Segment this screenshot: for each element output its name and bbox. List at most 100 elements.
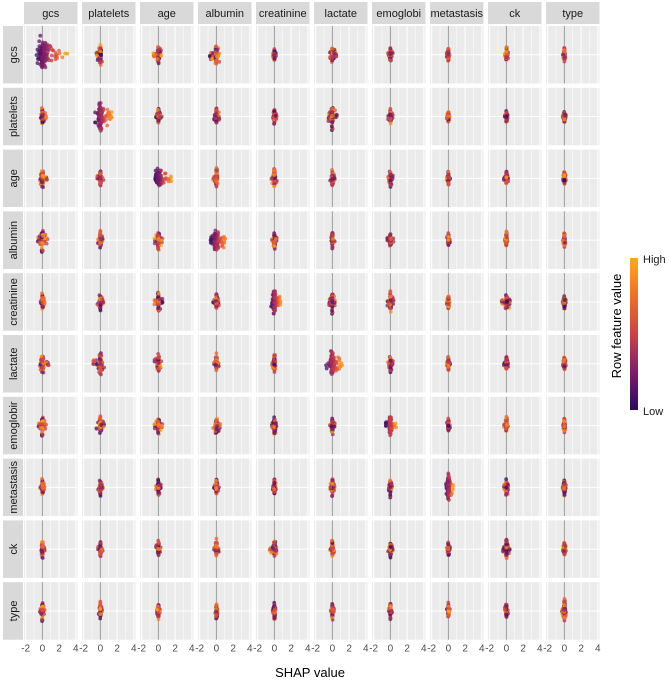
data-point xyxy=(109,115,114,120)
data-point xyxy=(222,234,226,239)
cell-points-gcs-age xyxy=(151,45,164,66)
data-point xyxy=(43,65,48,70)
data-point xyxy=(97,123,102,128)
data-point xyxy=(156,291,161,296)
data-point xyxy=(330,47,335,51)
data-point xyxy=(272,173,276,177)
cell-points-gcs-type xyxy=(560,46,568,64)
data-point xyxy=(51,48,55,53)
data-point xyxy=(156,180,160,185)
cell-points-platelets-gcs xyxy=(38,106,49,126)
data-point xyxy=(562,304,567,309)
data-point xyxy=(214,109,219,114)
data-point xyxy=(446,110,451,115)
data-point xyxy=(562,297,567,302)
data-point xyxy=(330,167,334,172)
data-point xyxy=(215,54,220,59)
data-point xyxy=(98,242,102,246)
data-point xyxy=(40,42,45,47)
data-point xyxy=(446,51,451,56)
column-strip-ck xyxy=(488,2,542,24)
data-point xyxy=(273,296,277,301)
data-point xyxy=(39,106,44,110)
cell-points-gcs-albumin xyxy=(207,44,222,66)
data-point xyxy=(274,236,278,241)
data-point xyxy=(504,230,509,235)
data-point xyxy=(505,295,510,299)
data-point xyxy=(214,176,219,181)
data-point xyxy=(562,174,567,178)
data-point xyxy=(214,242,219,247)
data-point xyxy=(156,233,160,238)
data-point xyxy=(159,168,163,173)
data-point xyxy=(40,55,45,60)
data-point xyxy=(98,113,103,118)
data-point xyxy=(446,238,451,243)
data-point xyxy=(388,58,392,62)
data-point xyxy=(330,113,335,118)
column-strip-type xyxy=(546,2,600,24)
data-point xyxy=(93,120,97,125)
data-point xyxy=(91,359,96,364)
data-point xyxy=(40,120,45,125)
data-point xyxy=(98,352,103,357)
row-strip-type xyxy=(3,582,23,640)
data-point xyxy=(57,51,62,56)
data-point xyxy=(152,236,157,241)
column-strip-gcs xyxy=(24,2,78,24)
data-point xyxy=(562,57,567,61)
data-point xyxy=(445,116,449,120)
data-point xyxy=(98,43,103,47)
column-strip-albumin xyxy=(198,2,252,24)
data-point xyxy=(40,365,45,370)
data-point xyxy=(446,181,451,185)
data-point xyxy=(107,112,111,116)
data-point xyxy=(388,306,393,311)
cell-points-gcs-ck xyxy=(502,45,510,63)
data-point xyxy=(274,117,279,121)
cell-points-gcs-platelets xyxy=(94,43,104,67)
data-point xyxy=(446,175,451,179)
data-point xyxy=(46,363,51,368)
data-point xyxy=(215,47,220,52)
data-point xyxy=(330,55,334,60)
data-point xyxy=(98,361,103,366)
data-point xyxy=(38,33,43,38)
data-point xyxy=(330,120,335,125)
data-point xyxy=(40,248,45,253)
data-point xyxy=(100,298,105,302)
data-point xyxy=(44,115,49,120)
data-point xyxy=(505,303,509,308)
data-point xyxy=(504,49,509,54)
data-point xyxy=(214,58,219,63)
data-point xyxy=(156,48,161,53)
data-point xyxy=(562,234,567,239)
data-point xyxy=(35,61,40,65)
data-point xyxy=(45,177,49,182)
data-point xyxy=(562,178,567,182)
data-point xyxy=(98,303,103,308)
data-point xyxy=(156,118,161,123)
data-point xyxy=(214,292,219,297)
data-point xyxy=(446,295,451,300)
cell-points-gcs-lactate xyxy=(328,46,339,65)
data-point xyxy=(272,176,277,181)
data-point xyxy=(98,230,103,234)
data-point xyxy=(163,171,167,176)
data-point xyxy=(95,53,99,58)
data-point xyxy=(388,172,393,177)
data-point xyxy=(214,184,219,189)
data-point xyxy=(40,180,44,184)
data-point xyxy=(45,47,50,52)
data-point xyxy=(504,114,509,119)
row-strip-age xyxy=(3,149,23,208)
data-point xyxy=(214,301,219,306)
data-point xyxy=(327,303,332,308)
data-point xyxy=(446,234,451,239)
data-point xyxy=(40,300,45,305)
data-point xyxy=(330,176,335,181)
row-strip-gcs xyxy=(3,26,23,84)
data-point xyxy=(212,231,217,236)
row-strip-metastasis xyxy=(3,458,23,517)
